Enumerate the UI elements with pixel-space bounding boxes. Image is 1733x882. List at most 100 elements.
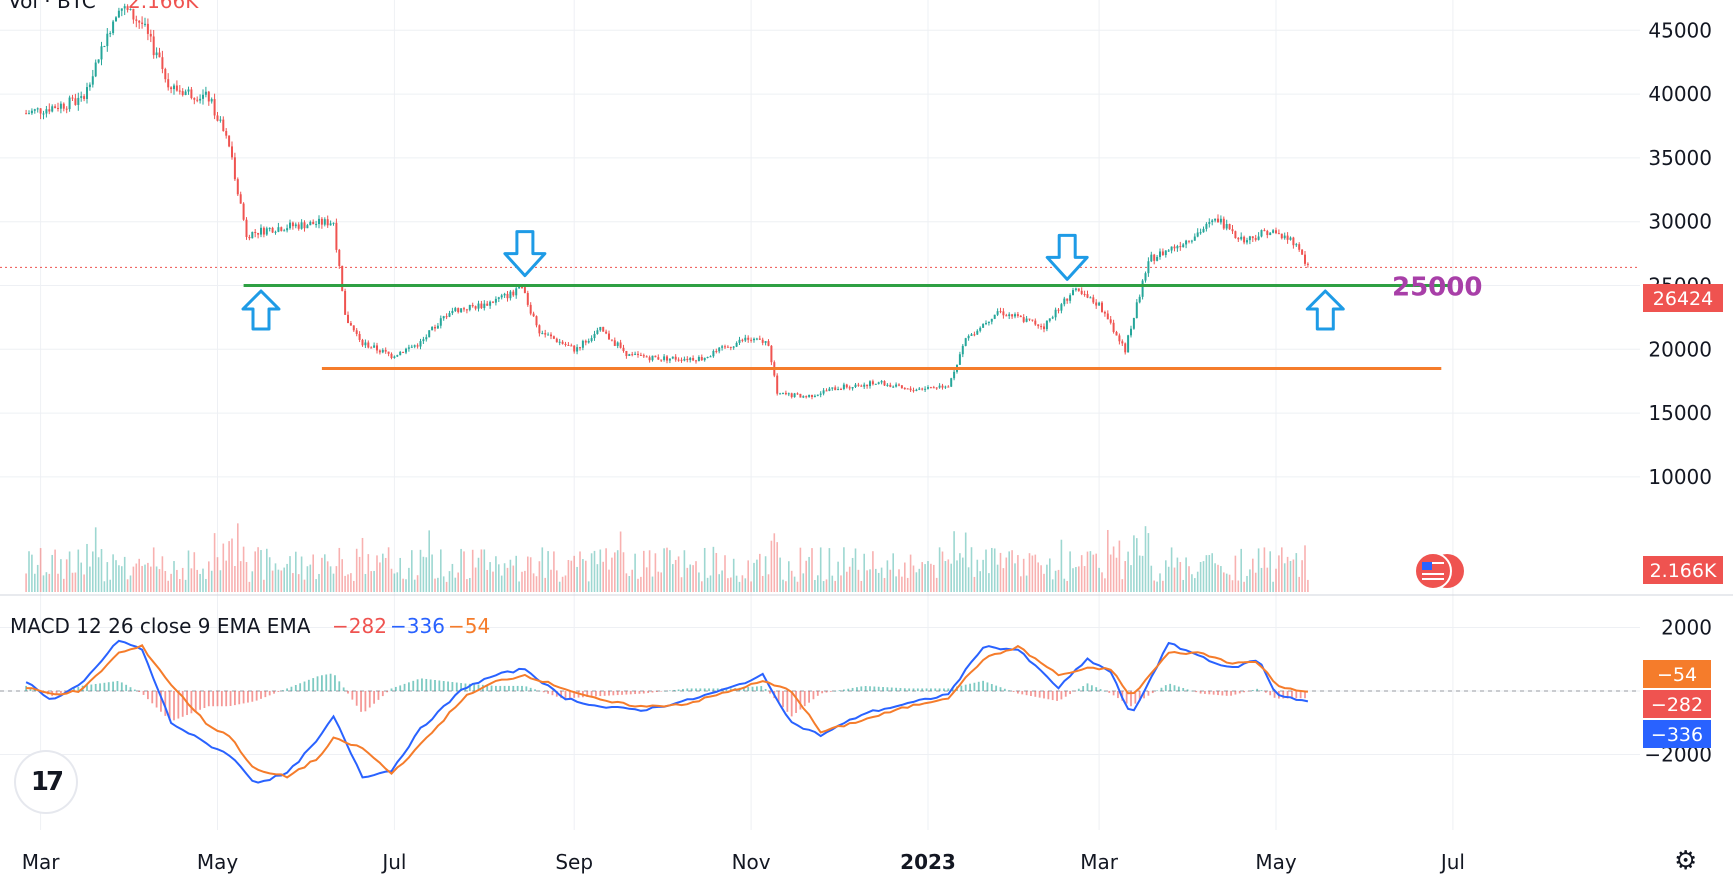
- candle-body: [181, 91, 184, 96]
- candle-body: [784, 392, 787, 395]
- candle-body: [405, 348, 407, 353]
- candle-body: [1002, 311, 1005, 316]
- macd-hist-bar: [299, 683, 302, 691]
- volume-bar: [1170, 547, 1173, 592]
- candle-body: [175, 85, 178, 91]
- candle-body: [494, 298, 497, 303]
- volume-bar: [1104, 578, 1106, 592]
- volume-bar: [39, 548, 42, 592]
- macd-hist-bar: [682, 688, 684, 691]
- macd-hist-bar: [943, 688, 945, 691]
- macd-hist-bar: [173, 691, 175, 721]
- macd-hist-bar: [490, 685, 493, 691]
- macd-series-signal: [26, 644, 1309, 779]
- volume-bar: [634, 553, 636, 592]
- volume-bar: [1278, 555, 1280, 592]
- candle-body: [213, 99, 216, 116]
- candle-body: [999, 311, 1002, 313]
- macd-hist-bar: [803, 691, 806, 707]
- volume-bar: [355, 548, 358, 592]
- volume-bar: [231, 538, 233, 592]
- volume-bar: [558, 581, 561, 592]
- candle-body: [755, 338, 758, 340]
- volume-bar: [944, 561, 947, 592]
- macd-hist-bar: [634, 691, 636, 695]
- x-tick-label: May: [197, 850, 239, 874]
- candle-body: [1196, 232, 1199, 237]
- volume-bar: [303, 579, 306, 592]
- candle-body: [645, 356, 648, 358]
- macd-hist-bar: [825, 691, 828, 693]
- candle-body: [254, 231, 257, 233]
- volume-bar: [904, 562, 906, 592]
- candle-body: [77, 97, 80, 105]
- macd-hist-bar: [873, 686, 876, 691]
- candle-body: [274, 231, 277, 233]
- volume-bar: [701, 581, 703, 592]
- candle-body: [1170, 246, 1173, 251]
- arrow-up-icon: [241, 289, 281, 331]
- macd-hist-bar: [255, 691, 258, 701]
- us-flag-icon[interactable]: [1414, 552, 1464, 590]
- volume-bar: [674, 559, 677, 592]
- volume-bar: [602, 561, 604, 592]
- macd-hist-bar: [729, 688, 732, 691]
- candle-body: [1080, 290, 1083, 294]
- volume-bar: [123, 556, 126, 592]
- candle-body: [1037, 324, 1040, 327]
- macd-hist-bar: [725, 688, 728, 691]
- volume-bar: [237, 523, 239, 592]
- macd-hist-bar: [116, 681, 119, 691]
- volume-bar: [1147, 533, 1150, 592]
- macd-hist-bar: [708, 688, 710, 691]
- macd-hist-bar: [856, 687, 858, 691]
- x-tick-label: Jul: [1439, 850, 1465, 874]
- candle-body: [500, 295, 503, 298]
- volume-bar: [376, 555, 378, 592]
- volume-bar: [799, 547, 802, 592]
- candle-body: [161, 57, 164, 70]
- candle-body: [1031, 319, 1034, 321]
- macd-hist-bar: [812, 691, 815, 700]
- candle-body: [1115, 331, 1118, 336]
- candle-body: [164, 69, 167, 80]
- volume-bar: [819, 547, 822, 592]
- candle-body: [312, 221, 315, 225]
- gear-icon[interactable]: ⚙: [1674, 846, 1698, 876]
- candle-body: [831, 387, 834, 389]
- candle-body: [155, 52, 158, 56]
- volume-bar: [770, 540, 773, 592]
- volume-bar: [89, 566, 91, 592]
- candle-body: [929, 387, 932, 389]
- volume-bar: [590, 553, 593, 592]
- candle-body: [329, 223, 332, 226]
- candle-body: [741, 339, 744, 341]
- macd-hist-bar: [560, 691, 563, 699]
- volume-bar: [680, 577, 683, 592]
- candle-body: [1132, 318, 1135, 329]
- candle-body: [51, 106, 54, 112]
- volume-bar: [614, 552, 616, 592]
- macd-hist-bar: [1230, 691, 1232, 696]
- volume-bar: [741, 575, 744, 592]
- candle-body: [425, 337, 428, 340]
- macd-hist-bar: [94, 683, 97, 691]
- volume-bar: [1017, 555, 1019, 592]
- macd-hist-bar: [181, 691, 184, 717]
- volume-bar: [1141, 555, 1144, 592]
- volume-bar: [1133, 535, 1135, 592]
- candle-body: [613, 340, 616, 346]
- tradingview-logo-icon[interactable]: 17: [16, 752, 76, 812]
- macd-hist-bar: [542, 691, 545, 693]
- macd-hist-bar: [1073, 691, 1076, 692]
- candle-body: [199, 98, 202, 101]
- volume-bar: [761, 575, 764, 592]
- volume-bar: [1228, 574, 1231, 592]
- candle-body: [1106, 313, 1109, 320]
- volume-bar: [1014, 563, 1016, 592]
- macd-hist-bar: [899, 688, 902, 691]
- candle-body: [407, 347, 410, 349]
- volume-bar: [889, 569, 892, 592]
- candle-body: [1156, 256, 1159, 261]
